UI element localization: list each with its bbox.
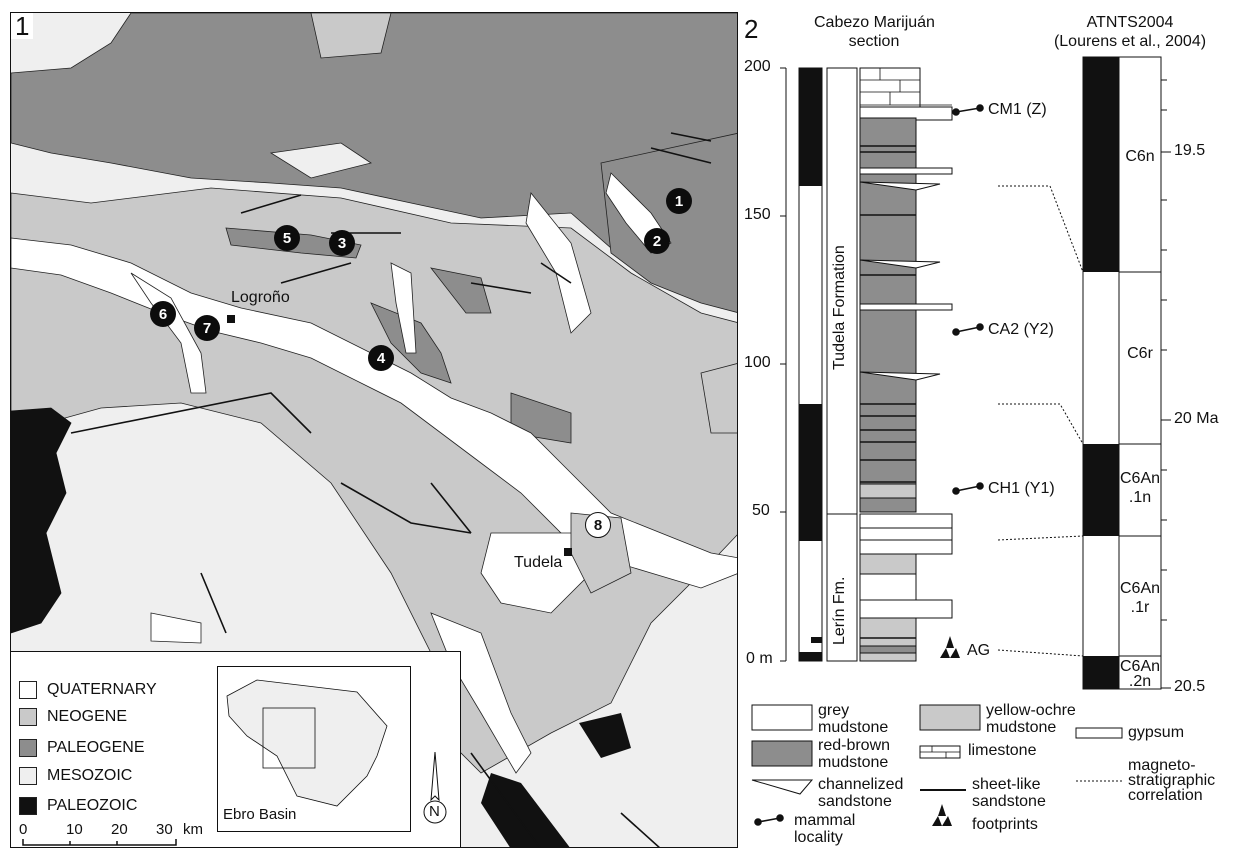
legend-item: MESOZOIC	[19, 766, 132, 786]
locality-marker: 5	[274, 225, 300, 251]
chron-label: .1n	[1128, 489, 1152, 506]
legend-label: PALEOZOIC	[47, 797, 138, 814]
formation-label: Tudela Formation	[831, 245, 848, 370]
legend-swatch	[19, 767, 37, 785]
legend-label: MESOZOIC	[47, 767, 133, 784]
city-label: Logroño	[231, 289, 290, 306]
locality-marker: 3	[329, 230, 355, 256]
chron-label: C6n	[1125, 148, 1155, 165]
legend-label: channelized sandstone	[818, 776, 904, 810]
north-label: N	[429, 803, 440, 820]
legend-label: NEOGENE	[47, 708, 128, 725]
legend-label: magneto-stratigraphic correlation	[1128, 757, 1216, 804]
city-marker	[564, 548, 572, 556]
legend-label: QUATERNARY	[47, 681, 157, 698]
inset-map	[217, 666, 411, 832]
legend-label: yellow-ochre mudstone	[986, 702, 1076, 736]
scale-tick-label: 30	[156, 821, 173, 838]
age-tick-label: 19.5	[1174, 142, 1206, 159]
gpts-title: (Lourens et al., 2004)	[1053, 33, 1207, 50]
chron-label: C6An	[1119, 470, 1161, 487]
legend-swatch	[19, 708, 37, 726]
gpts-title: ATNTS2004	[1086, 14, 1174, 31]
locality-marker: 2	[644, 228, 670, 254]
chron-label: .2n	[1128, 673, 1152, 690]
locality-label: CA2 (Y2)	[988, 321, 1054, 338]
legend-label: PALEOGENE	[47, 739, 145, 756]
depth-tick-label: 100	[744, 354, 771, 371]
age-tick-label: 20 Ma	[1174, 410, 1219, 427]
legend-label: sheet-like sandstone	[972, 776, 1046, 810]
chron-label: C6An	[1119, 658, 1161, 675]
inset-label: Ebro Basin	[223, 806, 297, 823]
legend-label: gypsum	[1128, 724, 1185, 741]
north-arrow-icon	[423, 751, 447, 824]
depth-tick-label: 50	[752, 502, 770, 519]
section-title: Cabezo Marijuán	[814, 14, 935, 31]
panel-number: 2	[744, 14, 759, 44]
locality-label: CM1 (Z)	[988, 101, 1047, 118]
formation-label: Lerín Fm.	[831, 576, 848, 645]
scale-tick-label: 20	[111, 821, 128, 838]
age-tick-label: 20.5	[1174, 678, 1206, 695]
legend-label: mammal locality	[794, 812, 856, 846]
legend-item: NEOGENE	[19, 707, 127, 727]
depth-tick-label: 0 m	[746, 650, 773, 667]
chron-label: .1r	[1130, 599, 1150, 616]
legend-swatch	[19, 739, 37, 757]
city-marker	[227, 315, 235, 323]
legend-swatch	[19, 797, 37, 815]
stratigraphic-section-panel: 2 Cabezo Marijuán section ATNTS2004 (Lou…	[740, 0, 1238, 850]
footprint-icon	[940, 636, 960, 658]
chron-label: C6An	[1119, 580, 1161, 597]
scale-unit: km	[183, 821, 203, 838]
legend-label: footprints	[972, 816, 1038, 833]
legend-item: QUATERNARY	[19, 680, 157, 700]
locality-label: CH1 (Y1)	[988, 480, 1055, 497]
locality-marker: 8	[585, 512, 611, 538]
locality-label: AG	[967, 642, 991, 659]
panel-number: 1	[11, 13, 34, 39]
legend-label: grey mudstone	[818, 702, 889, 736]
scale-bar	[22, 839, 177, 846]
locality-marker: 7	[194, 315, 220, 341]
mammal-locality-icons	[952, 104, 984, 495]
geological-map: 1 1 2 3 4 5 6 7 8 Logroño Tudela QUATERN…	[10, 12, 738, 848]
legend-label: limestone	[968, 742, 1037, 759]
section-title: section	[848, 33, 900, 50]
depth-tick-label: 150	[744, 206, 771, 223]
legend-label: red-brown mudstone	[818, 737, 891, 771]
legend-item: PALEOZOIC	[19, 796, 137, 816]
section-column-graphics	[751, 56, 1171, 826]
map-legend: QUATERNARY NEOGENE PALEOGENE MESOZOIC PA…	[11, 651, 461, 847]
legend-swatch	[19, 681, 37, 699]
scale-tick-label: 10	[66, 821, 83, 838]
scale-tick-label: 0	[19, 821, 28, 838]
locality-marker: 1	[666, 188, 692, 214]
locality-marker: 6	[150, 301, 176, 327]
city-label: Tudela	[514, 554, 563, 571]
locality-marker: 4	[368, 345, 394, 371]
depth-tick-label: 200	[744, 58, 771, 75]
legend-item: PALEOGENE	[19, 738, 145, 758]
chron-label: C6r	[1127, 345, 1153, 362]
